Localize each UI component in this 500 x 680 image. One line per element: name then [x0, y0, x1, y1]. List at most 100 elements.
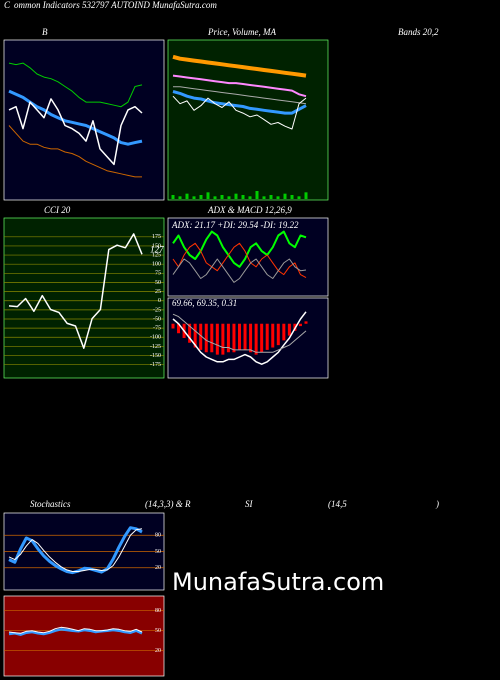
y-tick-label: -75 — [153, 326, 161, 332]
series-line — [8, 233, 143, 349]
y-tick-label: 25 — [155, 289, 161, 295]
histogram-bar — [177, 323, 181, 334]
series-line — [172, 311, 307, 365]
series-line — [172, 313, 307, 353]
y-tick-label: 80 — [155, 533, 161, 539]
panel-title: ADX & MACD 12,26,9 — [207, 205, 292, 215]
volume-bar — [290, 195, 294, 199]
volume-bar — [262, 196, 266, 199]
y-tick-label: -125 — [150, 344, 161, 350]
panel-title: (14,5 — [328, 499, 347, 509]
histogram-bar — [232, 323, 236, 353]
panel-title: B — [42, 27, 48, 37]
volume-bar — [269, 195, 273, 199]
series-line — [172, 230, 307, 268]
series-line — [8, 125, 142, 178]
panel — [167, 39, 329, 201]
y-tick-label: 50 — [155, 280, 161, 286]
y-tick-label: -175 — [150, 362, 161, 368]
histogram-bar — [265, 323, 269, 350]
series-line — [8, 626, 143, 634]
histogram-bar — [276, 323, 280, 346]
series-line — [173, 86, 307, 105]
panel-title: Price, Volume, MA — [207, 27, 276, 37]
volume-bar — [192, 196, 196, 199]
histogram-bar — [243, 323, 247, 350]
y-tick-label: 0 — [158, 298, 161, 304]
y-tick-label: 50 — [155, 549, 161, 555]
volume-bar — [178, 196, 182, 199]
volume-bar — [185, 193, 189, 199]
panel — [3, 39, 165, 201]
volume-bar — [199, 195, 203, 199]
series-line — [172, 258, 307, 283]
y-tick-label: 100 — [152, 262, 161, 268]
y-tick-label: -25 — [153, 307, 161, 313]
histogram-bar — [226, 323, 230, 353]
volume-bar — [206, 192, 210, 199]
annotation: 69.66, 69.35, 0.31 — [172, 298, 237, 308]
series-line — [8, 98, 143, 166]
histogram-bar — [287, 323, 291, 336]
histogram-bar — [260, 323, 264, 353]
histogram-bar — [188, 323, 192, 343]
volume-bar — [220, 195, 224, 199]
panel-title: (14,3,3) & R — [145, 499, 191, 509]
volume-bar — [297, 196, 301, 199]
panel — [167, 297, 329, 379]
volume-bar — [234, 193, 238, 199]
volume-bar — [171, 195, 175, 199]
y-tick-label: 150 — [152, 243, 161, 249]
series-line — [8, 628, 143, 636]
volume-bar — [276, 196, 280, 199]
histogram-bar — [171, 323, 175, 329]
y-tick-label: 75 — [155, 271, 161, 277]
panel-title: CCI 20 — [44, 205, 71, 215]
histogram-bar — [298, 323, 302, 327]
annotation: ADX: 21.17 +DI: 29.54 -DI: 19.22 — [171, 220, 299, 230]
histogram-bar — [215, 323, 219, 355]
volume-bar — [227, 196, 231, 199]
volume-bar — [283, 193, 287, 199]
histogram-bar — [282, 323, 286, 341]
histogram-bar — [193, 323, 197, 348]
series-line — [8, 528, 143, 572]
panel-title: SI — [245, 499, 254, 509]
panel-title: Stochastics — [30, 499, 71, 509]
volume-bar — [213, 196, 217, 199]
value-label: 127 — [150, 244, 164, 254]
y-tick-label: 20 — [155, 565, 161, 571]
panel-title: ) — [435, 499, 439, 509]
histogram-bar — [199, 323, 203, 350]
volume-bar — [255, 191, 259, 199]
series-line — [172, 90, 307, 115]
histogram-bar — [254, 323, 258, 355]
histogram-bar — [221, 323, 225, 355]
series-line — [172, 95, 307, 130]
panel — [3, 595, 165, 677]
header: C — [4, 0, 11, 10]
y-tick-label: 20 — [155, 648, 161, 654]
series-line — [8, 62, 143, 108]
series-line — [172, 242, 307, 279]
y-tick-label: -50 — [153, 316, 161, 322]
y-tick-label: 125 — [152, 252, 161, 258]
panel — [3, 217, 165, 379]
histogram-bar — [304, 321, 308, 324]
panel-title: Bands 20,2 — [398, 27, 439, 37]
series-line — [172, 54, 307, 78]
y-tick-label: -100 — [150, 335, 161, 341]
histogram-bar — [204, 323, 208, 353]
volume-bar — [241, 195, 245, 199]
volume-bar — [304, 192, 308, 199]
header-rest: ommon Indicators 532797 AUTOIND MunafaSu… — [14, 0, 217, 10]
histogram-bar — [249, 323, 253, 353]
y-tick-label: -150 — [150, 353, 161, 359]
histogram-bar — [271, 323, 275, 348]
y-tick-label: 175 — [152, 234, 161, 240]
y-tick-label: 80 — [155, 608, 161, 614]
watermark: MunafaSutra.com — [172, 568, 384, 596]
histogram-bar — [238, 323, 241, 350]
